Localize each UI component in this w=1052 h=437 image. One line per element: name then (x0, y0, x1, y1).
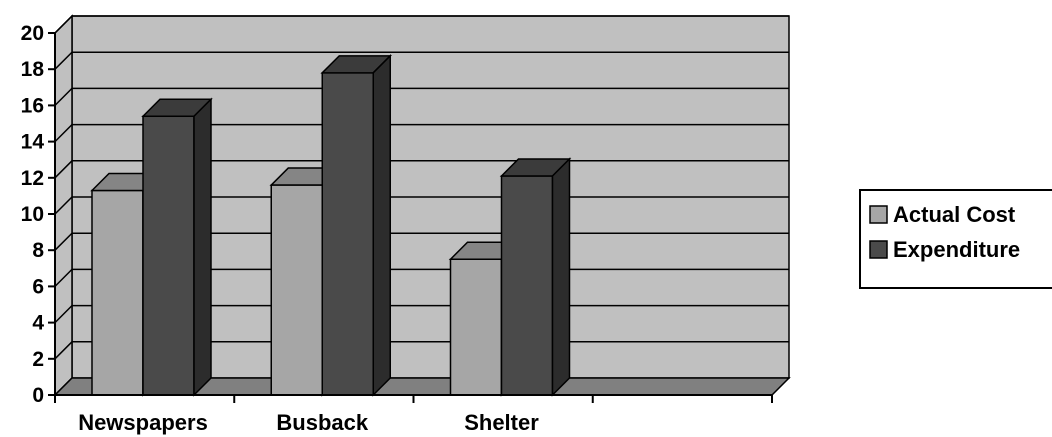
bar (141, 97, 213, 397)
axes: 0 2 4 6 8 10 12 14 16 18 20 Newspapers Busback Shelte… (21, 22, 773, 435)
x-tick-label: Newspapers (78, 410, 208, 435)
gridline (54, 123, 789, 143)
bar-front (321, 72, 374, 396)
bar (320, 54, 393, 397)
bar-side (551, 157, 571, 397)
legend-label: Actual Cost (893, 202, 1016, 227)
gridline (54, 15, 789, 34)
legend-swatch (869, 205, 888, 224)
bar-front (142, 115, 195, 396)
bar-side (193, 97, 212, 397)
y-tick-label: 16 (21, 94, 44, 117)
x-tick-label: Busback (276, 410, 368, 435)
y-tick-label: 12 (21, 167, 44, 190)
bar-front (91, 189, 144, 396)
y-tick-label: 0 (32, 384, 44, 407)
y-tick-label: 20 (21, 22, 44, 45)
y-tick-label: 4 (32, 312, 44, 335)
bar-side (372, 54, 391, 397)
legend-label: Expenditure (893, 237, 1020, 262)
y-tick-label: 18 (21, 58, 45, 81)
bar-front (449, 258, 503, 396)
legend: Actual Cost Expenditure (859, 189, 1052, 289)
legend-box (859, 189, 1052, 289)
y-tick-label: 6 (32, 275, 44, 298)
y-tick-label: 10 (21, 203, 44, 226)
gridline (54, 51, 789, 70)
bar-front (500, 175, 554, 396)
bar-front (270, 184, 323, 396)
gridline (54, 87, 789, 106)
y-tick-label: 8 (32, 239, 44, 262)
y-tick-label: 14 (21, 131, 45, 154)
x-tick-label: Shelter (464, 410, 539, 435)
y-tick-label: 2 (32, 348, 44, 371)
bars (90, 54, 572, 397)
bar (499, 157, 572, 397)
legend-swatch (869, 240, 888, 259)
